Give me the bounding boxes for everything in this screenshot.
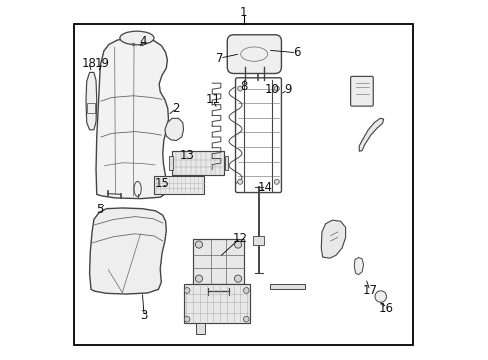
Text: 9: 9 <box>283 83 291 96</box>
Text: 19: 19 <box>95 57 110 69</box>
Polygon shape <box>353 257 363 275</box>
Text: 2: 2 <box>172 102 180 115</box>
Circle shape <box>237 86 242 91</box>
Polygon shape <box>89 208 166 294</box>
Text: 4: 4 <box>140 35 147 48</box>
Text: 12: 12 <box>232 231 247 244</box>
Bar <box>183 284 249 323</box>
Bar <box>196 323 204 334</box>
Text: 8: 8 <box>240 80 247 93</box>
Polygon shape <box>321 220 345 258</box>
Text: 11: 11 <box>205 93 220 106</box>
Polygon shape <box>164 118 183 140</box>
Text: 1: 1 <box>240 6 247 19</box>
Bar <box>253 235 264 244</box>
Text: 15: 15 <box>154 177 169 190</box>
Bar <box>87 103 94 113</box>
Bar <box>169 156 172 170</box>
Bar <box>154 176 204 194</box>
Bar <box>172 151 224 175</box>
FancyBboxPatch shape <box>227 35 281 73</box>
Circle shape <box>184 288 190 293</box>
Bar <box>74 24 412 345</box>
Polygon shape <box>96 38 168 199</box>
Text: 10: 10 <box>264 83 279 96</box>
Circle shape <box>274 179 279 184</box>
Circle shape <box>234 241 241 248</box>
Circle shape <box>243 288 249 293</box>
Ellipse shape <box>120 31 154 45</box>
Circle shape <box>237 179 242 184</box>
Bar <box>192 239 244 284</box>
Polygon shape <box>359 118 383 151</box>
Text: 18: 18 <box>81 57 96 69</box>
Circle shape <box>234 275 241 282</box>
Bar <box>224 156 228 170</box>
Circle shape <box>243 316 249 322</box>
Text: 7: 7 <box>216 51 224 64</box>
Polygon shape <box>86 72 97 130</box>
Text: 3: 3 <box>140 309 147 322</box>
Text: 17: 17 <box>362 284 377 297</box>
Circle shape <box>274 86 279 91</box>
Ellipse shape <box>134 181 141 197</box>
Text: 13: 13 <box>179 149 194 162</box>
Circle shape <box>195 275 202 282</box>
Text: 14: 14 <box>257 181 272 194</box>
Text: 16: 16 <box>378 302 393 315</box>
Text: 5: 5 <box>96 203 103 216</box>
Circle shape <box>195 241 202 248</box>
Circle shape <box>184 316 190 322</box>
Text: 6: 6 <box>292 46 300 59</box>
Circle shape <box>374 291 386 302</box>
Bar <box>269 284 305 289</box>
FancyBboxPatch shape <box>350 76 372 106</box>
